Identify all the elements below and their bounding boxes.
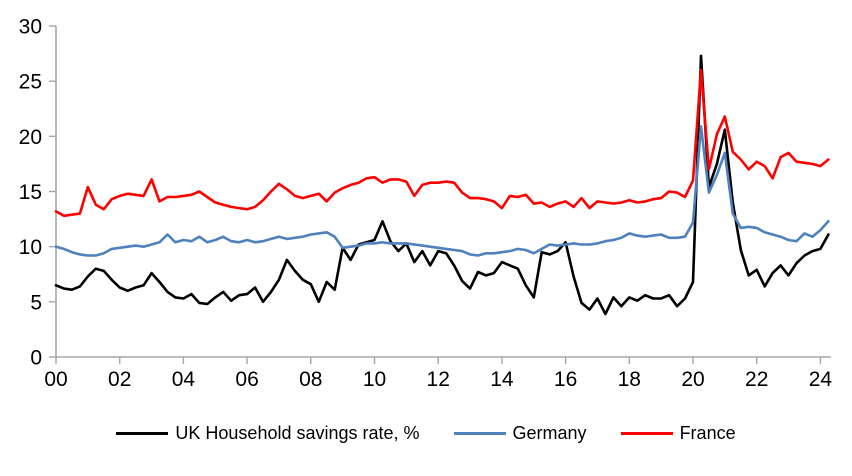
legend-item-uk: UK Household savings rate, %	[116, 423, 420, 444]
x-tick-label: 02	[108, 368, 131, 391]
legend-label-germany: Germany	[512, 423, 587, 443]
x-tick-label: 14	[490, 368, 514, 391]
y-tick-label: 25	[19, 71, 42, 94]
x-tick-label: 00	[44, 368, 67, 391]
series-line-1	[54, 125, 830, 257]
legend-label-france: France	[679, 423, 736, 443]
x-tick-label: 24	[809, 368, 833, 391]
x-tick-label: 12	[427, 368, 450, 391]
uk-line-swatch	[116, 432, 169, 435]
x-tick-label: 20	[681, 368, 704, 391]
legend-label-uk: UK Household savings rate, %	[175, 423, 420, 443]
x-tick-label: 04	[172, 368, 196, 391]
y-tick-label: 10	[19, 236, 42, 259]
y-tick-label: 0	[30, 347, 42, 370]
y-tick-label: 20	[19, 126, 42, 149]
y-tick-label: 30	[19, 16, 42, 39]
x-tick-label: 22	[745, 368, 768, 391]
x-tick-label: 16	[554, 368, 577, 391]
x-tick-label: 10	[363, 368, 386, 391]
germany-line-swatch	[453, 432, 506, 435]
y-tick-label: 5	[30, 291, 42, 314]
x-tick-label: 18	[618, 368, 641, 391]
legend-item-france: France	[620, 423, 736, 444]
x-tick-label: 08	[299, 368, 322, 391]
legend: UK Household savings rate, % Germany Fra…	[0, 423, 852, 444]
y-tick-label: 15	[19, 181, 42, 204]
legend-item-germany: Germany	[453, 423, 587, 444]
line-chart: 0 5 10 15 20 25 30 00 02 04 06 08 10 12 14 16 18 20 22 24	[19, 16, 833, 392]
france-line-swatch	[620, 432, 673, 435]
x-tick-label: 06	[235, 368, 258, 391]
series-line-2	[54, 68, 830, 218]
